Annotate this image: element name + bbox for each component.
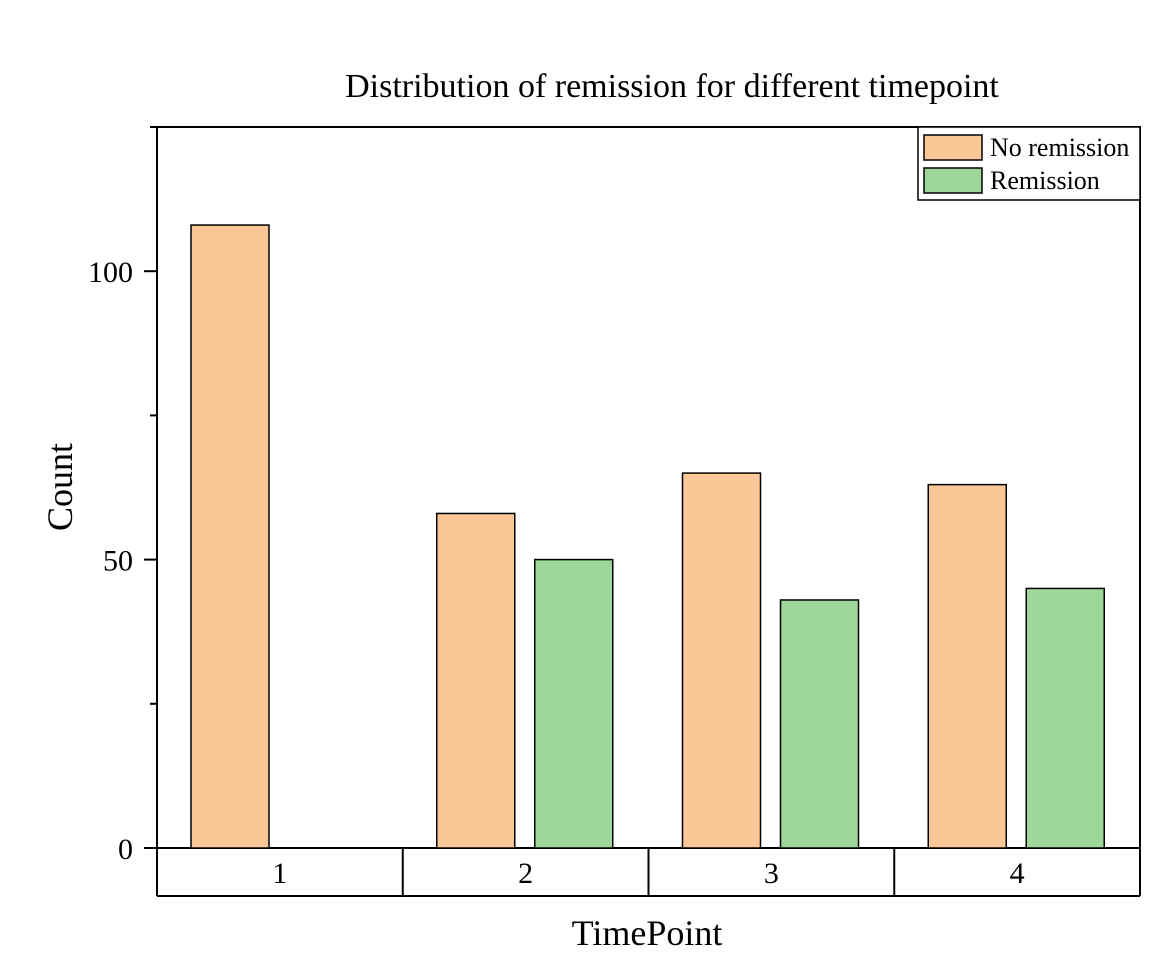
chart-title: Distribution of remission for different …: [345, 68, 999, 105]
legend-swatch: [923, 134, 983, 161]
y-tick-label: 0: [118, 833, 133, 866]
x-tick-label: 2: [518, 857, 533, 890]
bar-no-remission-2: [436, 512, 516, 849]
x-tick-label: 4: [1010, 857, 1025, 890]
bar-remission-4: [1025, 587, 1105, 849]
legend-label: Remission: [990, 166, 1100, 195]
bar-no-remission-4: [927, 483, 1007, 849]
bar-remission-2: [534, 558, 614, 849]
x-tick-label: 3: [764, 857, 779, 890]
legend-label: No remission: [990, 133, 1129, 162]
bar-no-remission-1: [190, 224, 270, 849]
y-axis-label: Count: [40, 443, 80, 531]
y-tick-label: 50: [103, 545, 133, 578]
x-tick-label: 1: [272, 857, 287, 890]
plot-area: 0 50 100 1 2 3 4 No remission Remission: [88, 126, 1141, 897]
bar-remission-3: [779, 599, 860, 849]
bar-no-remission-3: [681, 472, 762, 849]
y-tick-label: 100: [88, 256, 133, 289]
x-axis-label: TimePoint: [572, 913, 723, 953]
legend-swatch: [923, 167, 983, 194]
